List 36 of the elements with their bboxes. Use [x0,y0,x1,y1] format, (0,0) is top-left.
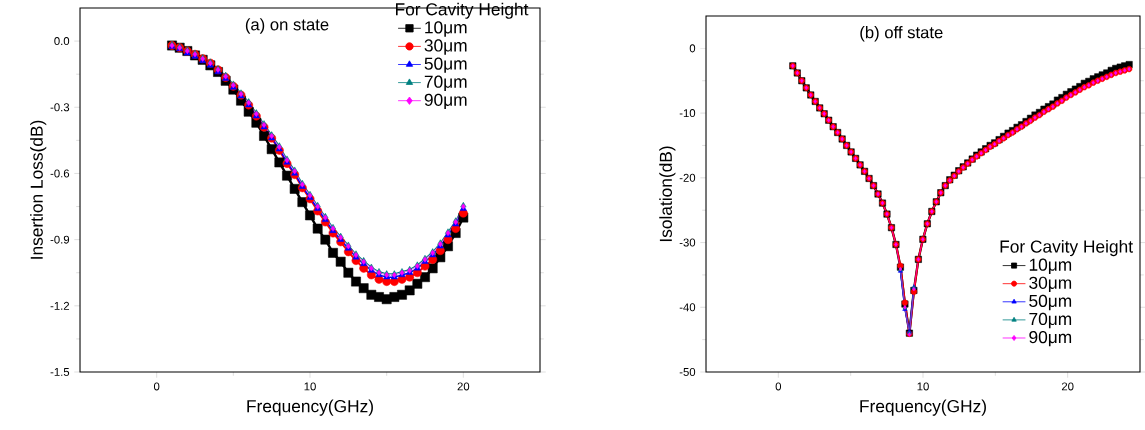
x-tick-label: 10 [304,382,316,391]
y-axis-title: Isolation(dB) [659,146,676,242]
legend-label: 30μm [1029,276,1072,293]
x-axis-title: Frequency(GHz) [860,399,986,416]
x-tick-label: 0 [153,382,160,391]
legend-label: 30μm [424,39,467,55]
y-tick-label: -1.5 [50,368,70,376]
y-tick-label: -40 [679,303,696,312]
legend-label: 10μm [1029,258,1072,274]
x-tick-label: 20 [1061,382,1074,391]
legend-title: For Cavity Height [396,2,529,19]
y-tick-label: 0 [689,44,696,53]
legend-label: 10μm [425,21,467,37]
x-tick-label: 0 [775,382,782,391]
x-tick-label: 20 [457,382,470,391]
y-tick-label: -0.6 [50,169,70,178]
legend-title: For Cavity Height [1000,239,1133,257]
y-tick-label: -1.2 [50,301,70,310]
y-tick-label: -10 [679,109,696,118]
y-tick-label: -30 [679,238,696,247]
y-tick-label: -20 [679,173,696,182]
text: (a) on state [245,18,329,34]
y-tick-label: -0.3 [50,103,70,112]
y-tick-label: -0.9 [50,235,70,244]
y-tick-label: -50 [679,368,696,377]
legend-label: 70μm [424,75,467,91]
legend-label: 90μm [1029,330,1072,347]
y-tick-label: 0.0 [54,37,70,46]
x-tick-label: 10 [917,382,929,391]
x-axis-title: Frequency(GHz) [247,399,373,416]
y-axis-title: Insertion Loss(dB) [30,120,47,259]
legend-label: 90μm [424,93,467,110]
text: (b) off state [860,26,943,42]
legend-label: 50μm [1029,294,1072,311]
legend-label: 70μm [1029,312,1072,329]
legend-label: 50μm [424,57,467,73]
